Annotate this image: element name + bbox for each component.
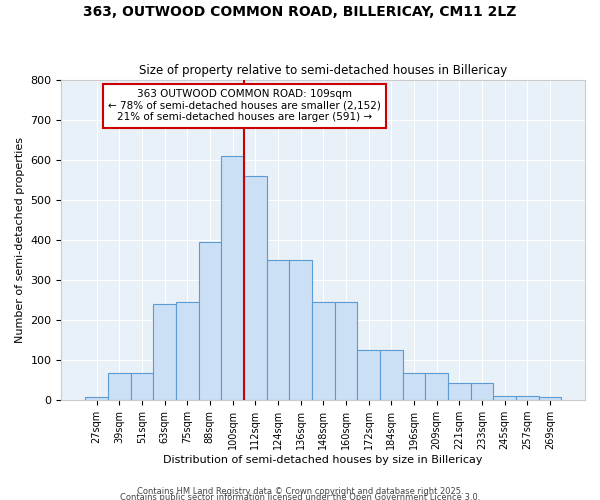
Bar [289, 260, 312, 400]
Bar [153, 304, 176, 400]
Text: 363 OUTWOOD COMMON ROAD: 109sqm
← 78% of semi-detached houses are smaller (2,152: 363 OUTWOOD COMMON ROAD: 109sqm ← 78% of… [108, 89, 381, 122]
Bar [266, 260, 289, 400]
Bar [403, 373, 425, 400]
Bar [176, 302, 199, 400]
Bar [131, 373, 153, 400]
Bar [108, 373, 131, 400]
Bar [448, 384, 470, 400]
X-axis label: Distribution of semi-detached houses by size in Billericay: Distribution of semi-detached houses by … [163, 455, 483, 465]
Bar [312, 302, 335, 400]
Title: Size of property relative to semi-detached houses in Billericay: Size of property relative to semi-detach… [139, 64, 508, 77]
Text: Contains HM Land Registry data © Crown copyright and database right 2025.: Contains HM Land Registry data © Crown c… [137, 487, 463, 496]
Bar [380, 350, 403, 400]
Bar [539, 397, 561, 400]
Text: Contains public sector information licensed under the Open Government Licence 3.: Contains public sector information licen… [120, 492, 480, 500]
Text: 363, OUTWOOD COMMON ROAD, BILLERICAY, CM11 2LZ: 363, OUTWOOD COMMON ROAD, BILLERICAY, CM… [83, 5, 517, 19]
Bar [199, 242, 221, 400]
Bar [470, 384, 493, 400]
Y-axis label: Number of semi-detached properties: Number of semi-detached properties [15, 137, 25, 343]
Bar [335, 302, 357, 400]
Bar [425, 373, 448, 400]
Bar [85, 397, 108, 400]
Bar [516, 396, 539, 400]
Bar [221, 156, 244, 400]
Bar [244, 176, 266, 400]
Bar [493, 396, 516, 400]
Bar [357, 350, 380, 400]
